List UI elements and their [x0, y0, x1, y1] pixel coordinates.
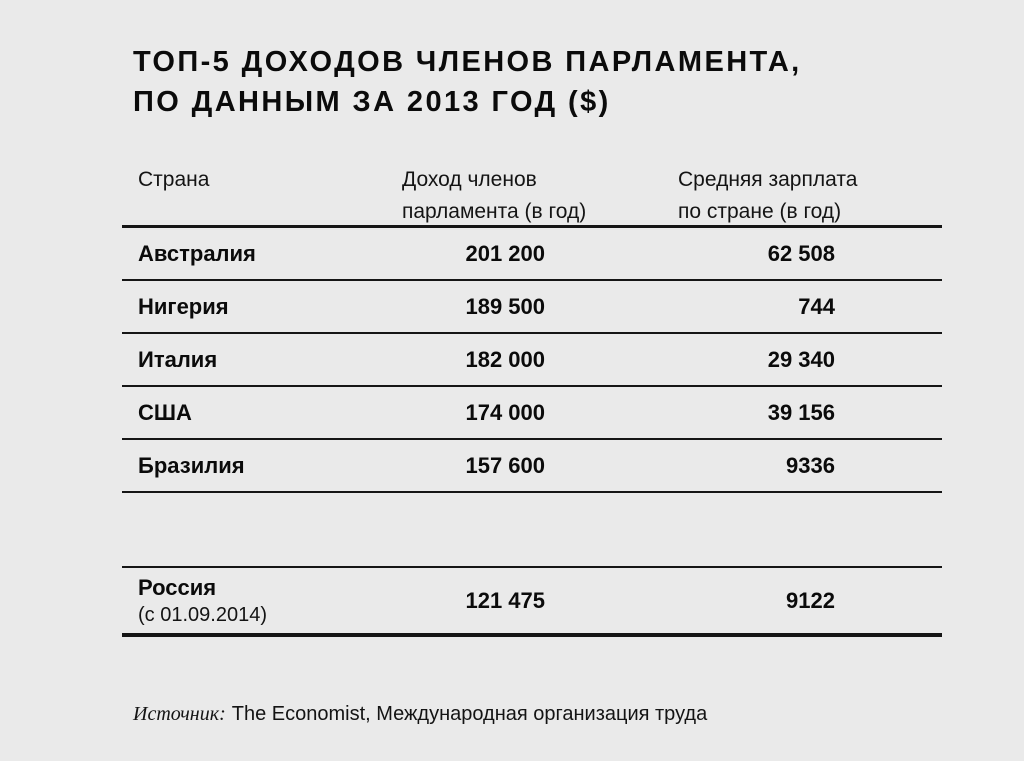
- russia-label: Россия: [138, 574, 217, 600]
- source-text: The Economist, Международная организация…: [231, 703, 708, 725]
- country-cell: Италия: [138, 346, 218, 372]
- title-line-2: ПО ДАННЫМ ЗА 2013 ГОД ($): [133, 86, 611, 118]
- title-line-1: ТОП-5 ДОХОДОВ ЧЛЕНОВ ПАРЛАМЕНТА,: [133, 46, 802, 78]
- avg-salary-cell: 9336: [786, 452, 835, 478]
- table-row: Австралия 201 200 62 508: [122, 228, 942, 281]
- source-line: Источник: The Economist, Международная ор…: [133, 703, 707, 726]
- table-row: Италия 182 000 29 340: [122, 334, 942, 387]
- income-cell: 182 000: [465, 346, 545, 372]
- column-header-avg-salary: Средняя зарплата по стране (в год): [678, 168, 858, 223]
- country-cell: США: [138, 399, 192, 425]
- country-cell: Нигерия: [138, 293, 229, 319]
- page-title: ТОП-5 ДОХОДОВ ЧЛЕНОВ ПАРЛАМЕНТА, ПО ДАНН…: [133, 42, 802, 122]
- income-cell: 201 200: [465, 240, 545, 266]
- country-cell: Австралия: [138, 240, 256, 266]
- russia-date-note: (с 01.09.2014): [138, 603, 267, 626]
- table-row: США 174 000 39 156: [122, 387, 942, 440]
- table-header-row: Страна Доход членов парламента (в год) С…: [122, 162, 942, 228]
- country-cell: Россия (с 01.09.2014): [122, 575, 402, 627]
- income-table: Страна Доход членов парламента (в год) С…: [122, 162, 942, 637]
- avg-salary-cell: 744: [798, 293, 835, 319]
- table-gap: [122, 493, 942, 566]
- income-cell: 174 000: [465, 399, 545, 425]
- source-label: Источник:: [133, 703, 226, 725]
- russia-row: Россия (с 01.09.2014) 121 475 9122: [122, 566, 942, 637]
- country-cell: Бразилия: [138, 452, 245, 478]
- avg-salary-cell: 9122: [786, 587, 835, 613]
- table-row: Бразилия 157 600 9336: [122, 440, 942, 493]
- column-header-income: Доход членов парламента (в год): [402, 168, 587, 223]
- avg-salary-cell: 29 340: [767, 346, 835, 372]
- income-cell: 121 475: [465, 587, 545, 613]
- avg-salary-cell: 62 508: [767, 240, 835, 266]
- income-cell: 157 600: [465, 452, 545, 478]
- table-row: Нигерия 189 500 744: [122, 281, 942, 334]
- column-header-country: Страна: [138, 168, 210, 191]
- income-cell: 189 500: [465, 293, 545, 319]
- avg-salary-cell: 39 156: [767, 399, 835, 425]
